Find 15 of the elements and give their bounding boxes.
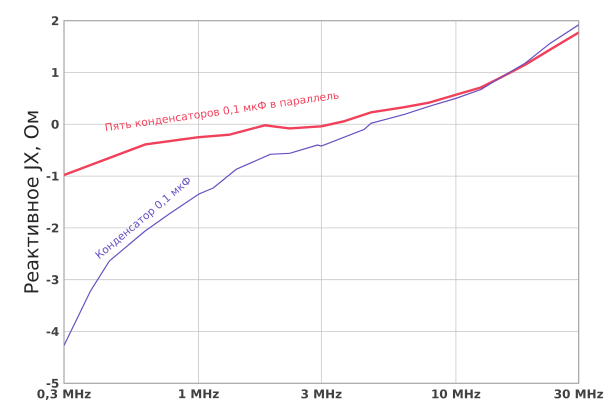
y-tick-label: 2 [52, 16, 58, 26]
y-tick-label: -3 [46, 275, 58, 284]
x-tick-label: 3 MHz [301, 389, 342, 398]
y-tick-label: 0 [52, 120, 59, 129]
annotation: Пять конденсаторов 0,1 мкФ в параллель [105, 93, 339, 132]
x-tick-label: 10 MHz [432, 389, 480, 398]
y-tick-label: -2 [46, 223, 58, 232]
y-axis-title: Реактивное JX, Ом [24, 111, 42, 292]
x-tick-label: 30 MHz [554, 389, 604, 398]
x-tick-label: 1 MHz [179, 389, 219, 398]
y-tick-label: -5 [46, 378, 58, 388]
y-tick-label: -1 [46, 172, 58, 180]
y-tick-label: -4 [46, 327, 59, 336]
y-tick-label: 1 [52, 68, 58, 77]
x-tick-label: 0,3 MHz [37, 389, 91, 400]
